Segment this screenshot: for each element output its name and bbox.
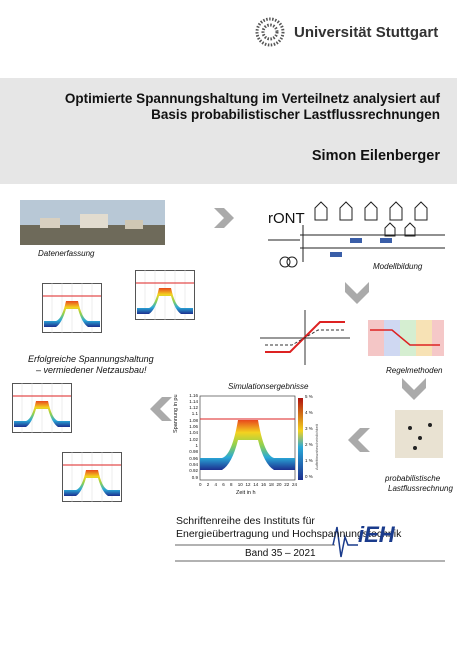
y-tick-label: 0.9 [191,474,198,480]
ieh-wave [332,526,358,558]
arrows [150,208,426,452]
y-tick-label: 0.96 [189,455,198,461]
x-tick-label: 14 [253,482,259,487]
author: Simon Eilenberger [311,148,440,164]
colorbar-tick: 0 % [305,473,313,479]
x-tick-label: 24 [292,482,298,487]
x-tick-label: 8 [230,482,233,487]
step-label: Simulationsergebnisse [228,382,309,391]
y-tick-label: 1.08 [189,417,198,423]
step-label: probabilistische [385,474,441,483]
volume: Band 35 – 2021 [245,548,316,559]
x-tick-label: 0 [199,482,202,487]
title-band [0,78,457,184]
x-tick-label: 22 [284,482,290,487]
y-tick-label: 1.06 [189,424,198,430]
university-logo [255,17,285,47]
colorbar-tick: 2 % [305,441,313,447]
step-label: – vermiedener Netzausbau! [36,365,147,375]
x-tick-label: 12 [245,482,251,487]
y-tick-label: 1.1 [191,411,198,417]
colorbar-tick: 1 % [305,457,313,463]
y-tick-label: 1.02 [189,436,198,442]
step-label: Lastflussrechnung [388,484,453,493]
colorbar-label: Auftrittswahrscheinlichkeit [314,423,319,470]
step-label: Modellbildung [373,262,423,271]
x-tick-label: 16 [261,482,267,487]
network-diagram [268,201,445,268]
series-line: Energieübertragung und Hochspannungstech… [176,528,402,540]
title-line: Optimierte Spannungshaltung im Verteilne… [64,91,440,106]
x-tick-label: 18 [268,482,274,487]
y-tick-label: 1 [195,442,198,448]
y-tick-label: 1.16 [189,392,198,398]
ieh-logo: iEH [358,522,395,547]
series-line: Schriftenreihe des Instituts für [176,515,315,527]
x-tick-label: 10 [237,482,243,487]
step-label: Datenerfassung [38,249,95,258]
control-graphs [260,310,444,365]
y-tick-label: 1.14 [189,398,198,404]
step-label: Erfolgreiche Spannungshaltung [28,354,154,364]
y-tick-label: 0.92 [189,468,198,474]
colorbar-tick: 3 % [305,425,313,431]
colorbar-tick: 5 % [305,393,313,399]
y-axis-label: Spannung in pu [173,394,179,433]
x-tick-label: 2 [206,482,210,487]
y-tick-label: 1.12 [189,405,198,411]
dice [395,410,443,458]
title-line: Basis probabilistischer Lastflussrechnun… [151,107,440,122]
x-axis-label: Zeit in h [236,490,256,496]
x-tick-label: 6 [222,482,225,487]
x-tick-label: 20 [276,482,282,487]
x-tick-label: 4 [214,482,218,487]
colorbar-tick: 4 % [305,409,313,415]
y-tick-label: 1.04 [189,430,198,436]
step-tag: rONT [268,210,305,227]
y-tick-label: 0.98 [189,449,198,455]
simulation-chart [199,395,303,481]
university-name: Universität Stuttgart [294,24,439,41]
y-tick-label: 0.94 [189,461,198,467]
step-label: Regelmethoden [386,366,443,375]
